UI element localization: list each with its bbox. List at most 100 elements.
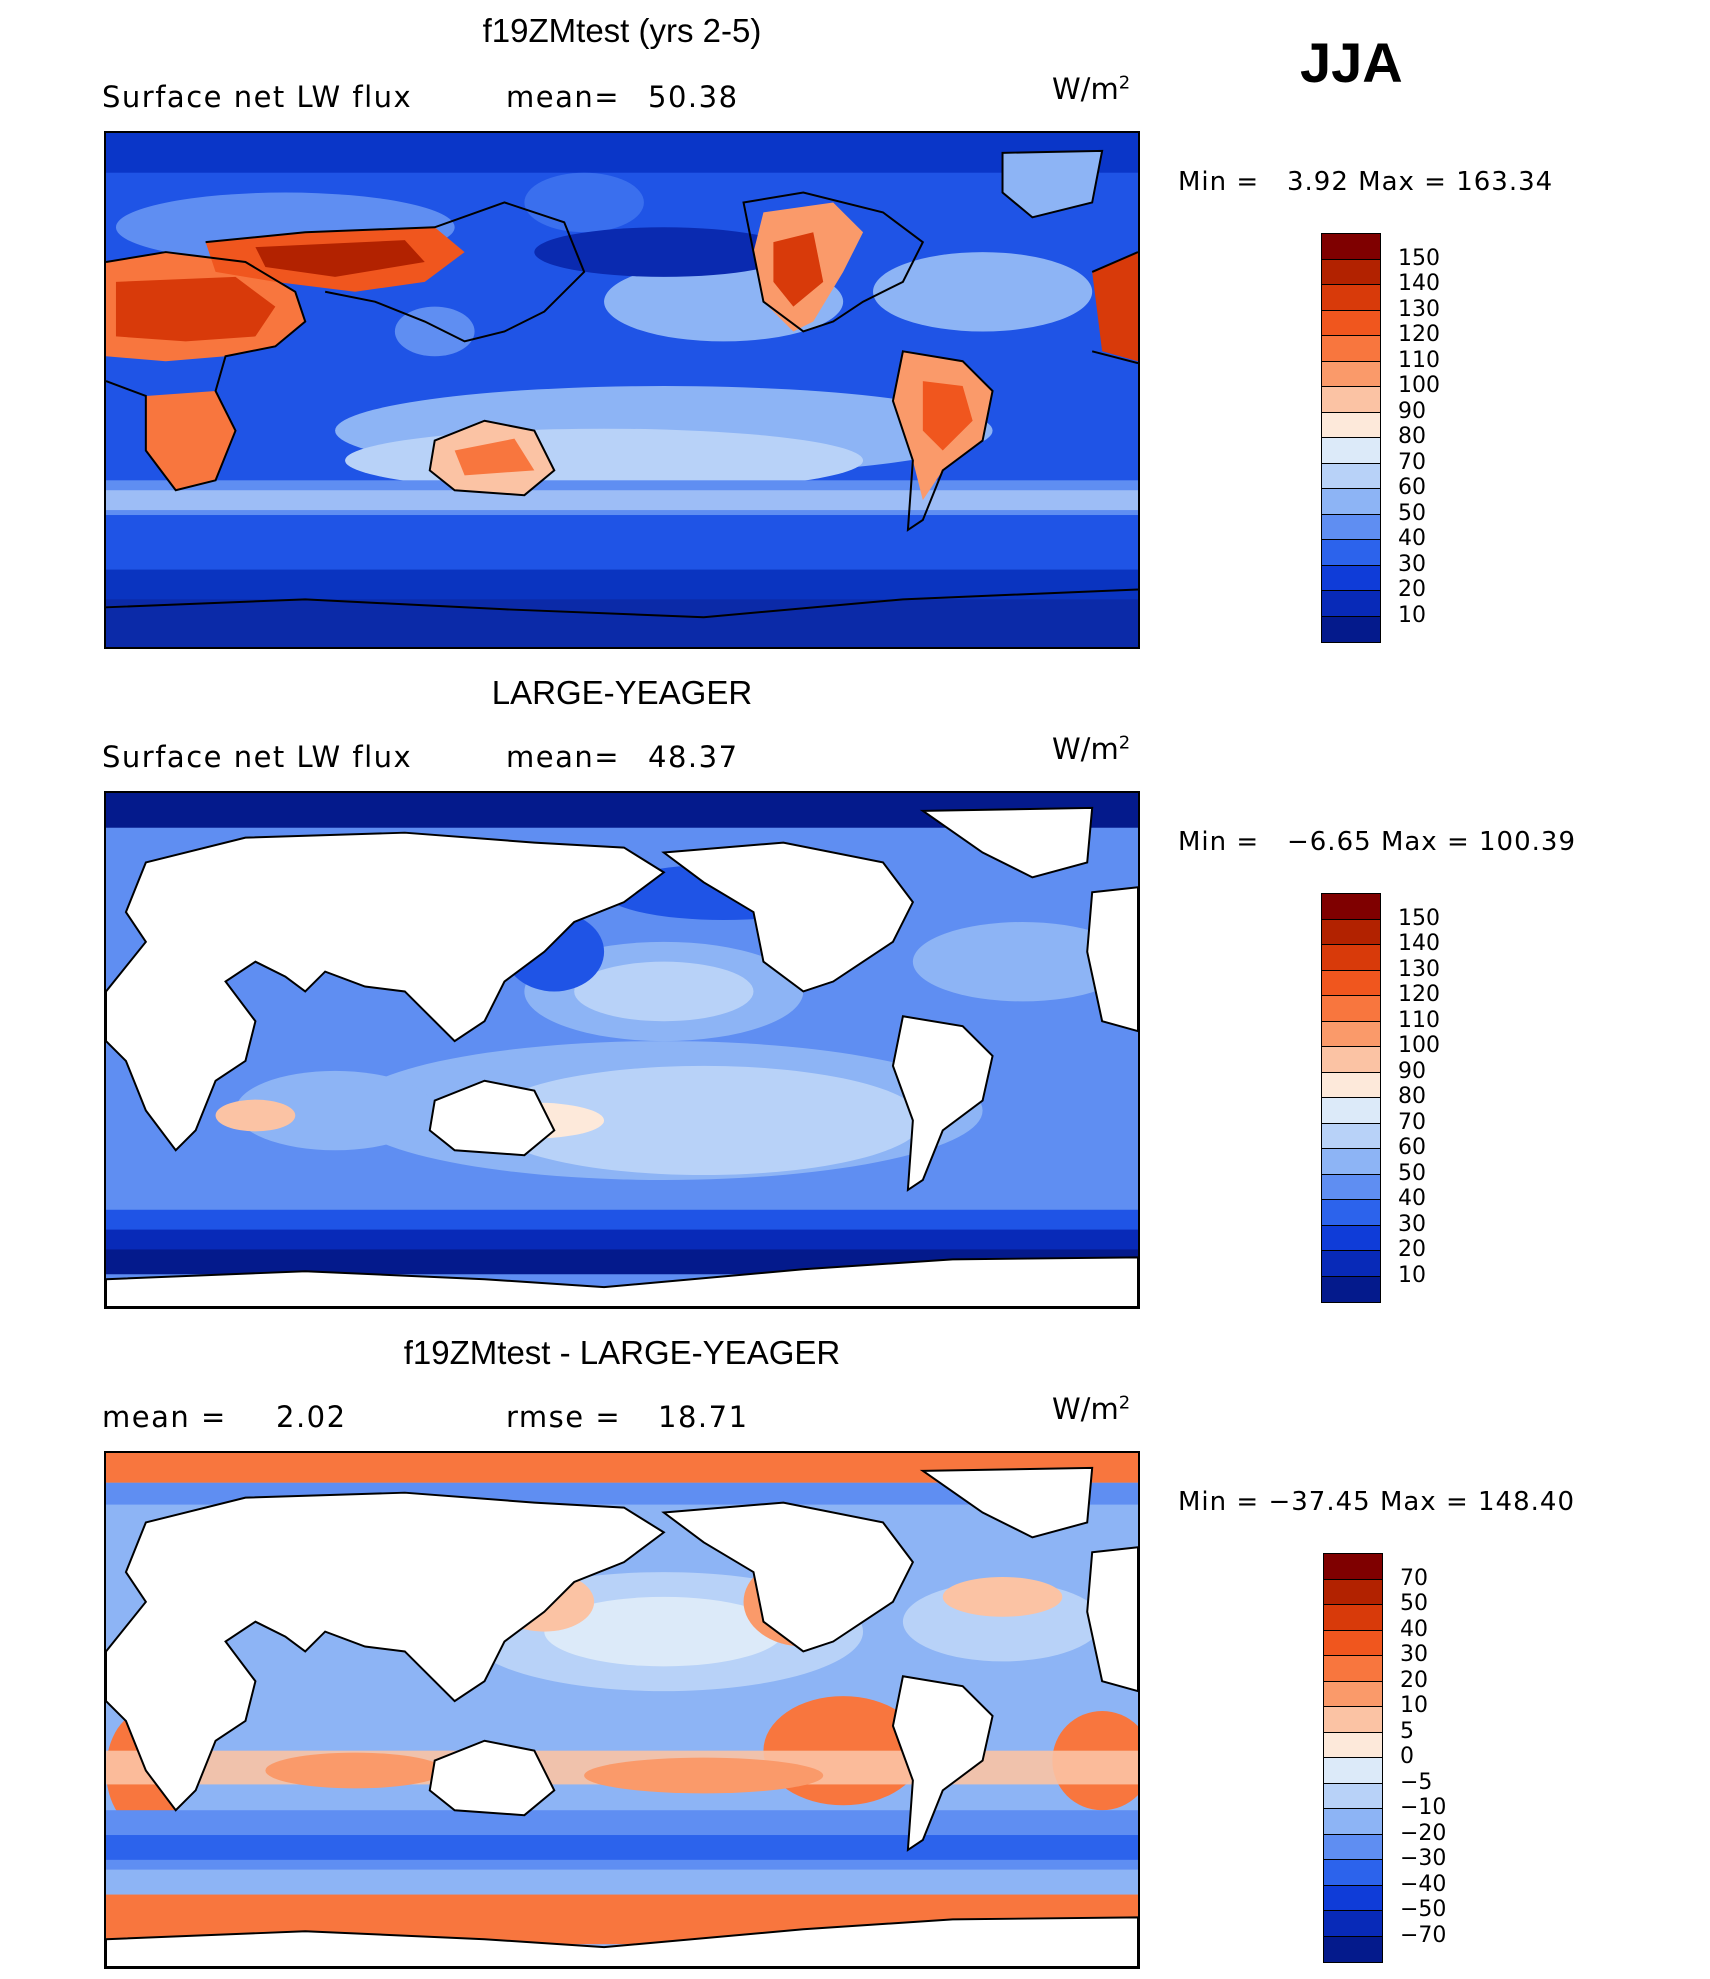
colorbar-swatch xyxy=(1322,540,1380,566)
colorbar-swatch xyxy=(1324,1656,1382,1682)
colorbar-swatch xyxy=(1324,1707,1382,1733)
colorbar-swatch xyxy=(1322,616,1380,642)
colorbar-tick-label: 30 xyxy=(1398,551,1426,577)
panel-3-mean-value: 2.02 xyxy=(276,1400,347,1434)
panel-2-map xyxy=(104,791,1140,1309)
colorbar-swatch xyxy=(1322,1047,1380,1073)
colorbar-swatch xyxy=(1322,894,1380,920)
colorbar-tick-label: −40 xyxy=(1400,1871,1447,1897)
colorbar-tick-label: 140 xyxy=(1398,271,1440,296)
colorbar-tick-label: 50 xyxy=(1398,500,1426,526)
panel-3-mean-label: mean = xyxy=(102,1400,227,1434)
colorbar-tick-label: 100 xyxy=(1398,1033,1440,1058)
panel-2-title: LARGE-YEAGER xyxy=(491,674,753,711)
colorbar-swatch xyxy=(1322,996,1380,1022)
colorbar-swatch xyxy=(1322,514,1380,540)
season-label: JJA xyxy=(1300,31,1403,94)
colorbar-swatch xyxy=(1322,1123,1380,1149)
colorbar-swatch xyxy=(1324,1936,1382,1962)
colorbar-tick-label: −70 xyxy=(1400,1922,1447,1948)
colorbar-tick-label: 80 xyxy=(1398,1084,1426,1109)
colorbar-swatch xyxy=(1322,970,1380,996)
colorbar-swatch xyxy=(1324,1579,1382,1605)
colorbar-swatch xyxy=(1322,1174,1380,1200)
colorbar-tick-label: −50 xyxy=(1400,1897,1447,1922)
colorbar-swatch xyxy=(1322,1072,1380,1098)
colorbar-swatch xyxy=(1324,1554,1382,1580)
colorbar-swatch xyxy=(1322,234,1380,260)
colorbar-tick-label: 10 xyxy=(1398,602,1426,628)
colorbar-tick-label: 30 xyxy=(1400,1642,1428,1667)
colorbar-swatch xyxy=(1324,1605,1382,1631)
panel-1-map xyxy=(104,131,1140,649)
panel-3-rmse-value: 18.71 xyxy=(658,1400,749,1434)
colorbar-tick-label: 120 xyxy=(1398,322,1440,347)
colorbar-swatch xyxy=(1324,1911,1382,1937)
panel-2-units: W/m2 xyxy=(1052,732,1131,766)
colorbar-swatch xyxy=(1324,1630,1382,1656)
colorbar-swatch xyxy=(1322,945,1380,971)
panel-3-colorbar xyxy=(1323,1553,1383,1963)
colorbar-swatch xyxy=(1322,387,1380,413)
panel-3-title: f19ZMtest - LARGE-YEAGER xyxy=(403,1334,841,1371)
colorbar-swatch xyxy=(1324,1834,1382,1860)
colorbar-swatch xyxy=(1324,1758,1382,1784)
colorbar-swatch xyxy=(1324,1809,1382,1835)
colorbar-tick-label: 150 xyxy=(1398,245,1440,271)
colorbar-swatch xyxy=(1322,1251,1380,1277)
colorbar-tick-label: 110 xyxy=(1398,1007,1440,1033)
colorbar-tick-label: 90 xyxy=(1398,398,1426,424)
colorbar-tick-label: −20 xyxy=(1400,1820,1447,1846)
panel-2-mean-value: 48.37 xyxy=(648,740,739,774)
panel-1-units: W/m2 xyxy=(1052,72,1131,106)
colorbar-swatch xyxy=(1322,919,1380,945)
colorbar-swatch xyxy=(1322,591,1380,617)
colorbar-tick-label: 10 xyxy=(1400,1693,1428,1718)
colorbar-swatch xyxy=(1322,565,1380,591)
colorbar-tick-label: 100 xyxy=(1398,373,1440,398)
colorbar-tick-label: 50 xyxy=(1400,1591,1428,1616)
colorbar-tick-label: −10 xyxy=(1400,1795,1447,1820)
colorbar-swatch xyxy=(1322,1200,1380,1226)
colorbar-tick-label: 40 xyxy=(1398,1186,1426,1211)
colorbar-swatch xyxy=(1322,412,1380,438)
panel-2-min-max: Min = −6.65 Max = 100.39 xyxy=(1178,827,1576,857)
colorbar-tick-label: 150 xyxy=(1398,905,1440,931)
colorbar-swatch xyxy=(1322,1021,1380,1047)
panel-2-colorbar xyxy=(1321,893,1381,1303)
colorbar-tick-label: 120 xyxy=(1398,982,1440,1007)
panel-1-mean-value: 50.38 xyxy=(648,80,739,114)
panel-1-min-max: Min = 3.92 Max = 163.34 xyxy=(1178,167,1554,197)
colorbar-tick-label: 10 xyxy=(1398,1262,1426,1288)
colorbar-tick-label: 60 xyxy=(1398,475,1426,500)
colorbar-swatch xyxy=(1322,1276,1380,1302)
colorbar-swatch xyxy=(1322,361,1380,387)
panel-3-map xyxy=(104,1451,1140,1969)
colorbar-swatch xyxy=(1324,1681,1382,1707)
panel-1-mean-label: mean= xyxy=(506,80,621,114)
colorbar-swatch xyxy=(1324,1885,1382,1911)
colorbar-tick-label: 60 xyxy=(1398,1135,1426,1160)
colorbar-swatch xyxy=(1322,1098,1380,1124)
colorbar-tick-label: 20 xyxy=(1400,1667,1428,1693)
panel-3-units: W/m2 xyxy=(1052,1392,1131,1426)
colorbar-tick-label: 0 xyxy=(1400,1744,1414,1769)
colorbar-tick-label: 110 xyxy=(1398,347,1440,373)
colorbar-tick-label: 40 xyxy=(1398,526,1426,551)
panel-1-variable-label: Surface net LW flux xyxy=(102,80,413,114)
panel-2-mean-label: mean= xyxy=(506,740,621,774)
colorbar-swatch xyxy=(1322,463,1380,489)
colorbar-tick-label: 20 xyxy=(1398,1237,1426,1262)
colorbar-tick-label: −5 xyxy=(1400,1769,1433,1795)
panel-1-colorbar xyxy=(1321,233,1381,643)
colorbar-swatch xyxy=(1322,1225,1380,1251)
panel-2-variable-label: Surface net LW flux xyxy=(102,740,413,774)
panel-3-rmse-label: rmse = xyxy=(506,1400,622,1434)
colorbar-swatch xyxy=(1322,336,1380,362)
colorbar-swatch xyxy=(1322,438,1380,464)
colorbar-tick-label: 140 xyxy=(1398,931,1440,956)
colorbar-tick-label: 70 xyxy=(1400,1565,1428,1591)
colorbar-swatch xyxy=(1322,259,1380,285)
colorbar-swatch xyxy=(1322,1149,1380,1175)
colorbar-swatch xyxy=(1322,489,1380,515)
